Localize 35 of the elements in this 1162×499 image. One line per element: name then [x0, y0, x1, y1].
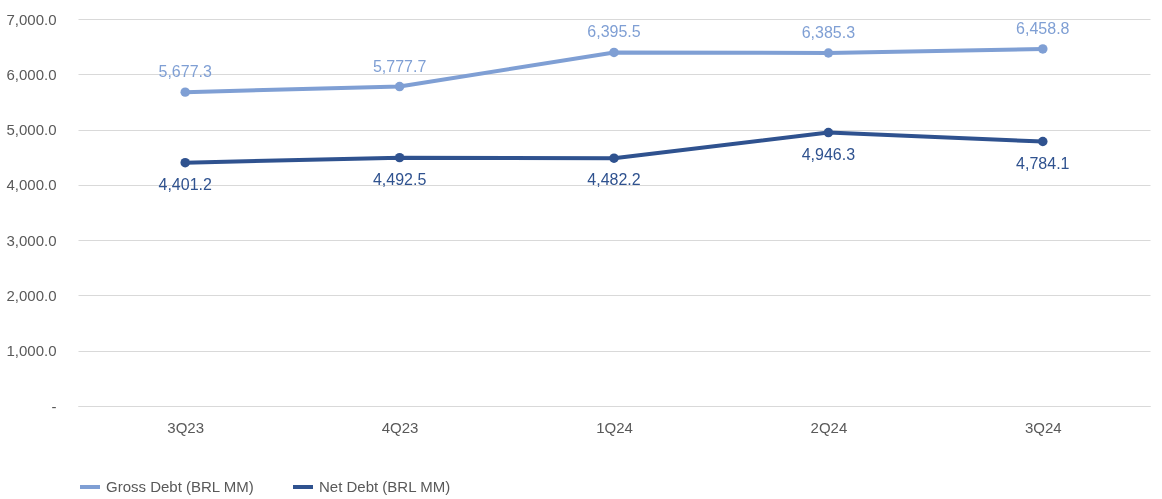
- point: [609, 153, 619, 163]
- point: [180, 87, 190, 97]
- x-tick-label: 2Q24: [810, 418, 848, 436]
- point: [1038, 136, 1048, 147]
- point: [823, 127, 834, 138]
- data-label: 5,777.7: [372, 57, 427, 75]
- point: [394, 81, 405, 92]
- point: [394, 152, 405, 163]
- x-tick-label: 3Q23: [167, 418, 205, 436]
- x-tick-label: 4Q23: [381, 418, 419, 436]
- y-tick-label: -: [51, 397, 57, 415]
- point: [1038, 44, 1048, 54]
- data-label: 4,492.5: [372, 170, 427, 188]
- legend-label: Gross Debt (BRL MM): [106, 478, 254, 495]
- data-label: 5,677.3: [158, 63, 212, 81]
- y-tick-label: 1,000.0: [6, 342, 57, 360]
- data-label: 4,401.2: [158, 175, 212, 193]
- legend-label: Net Debt (BRL MM): [319, 478, 451, 495]
- data-label: 6,458.8: [1016, 19, 1070, 37]
- y-tick-label: 7,000.0: [6, 10, 57, 28]
- data-label: 4,482.2: [587, 171, 641, 189]
- data-label: 6,385.3: [801, 23, 856, 41]
- data-label: 4,784.1: [1016, 154, 1070, 172]
- point: [180, 157, 190, 168]
- y-tick-label: 3,000.0: [6, 231, 57, 249]
- data-label: 6,395.5: [587, 23, 641, 41]
- y-tick-label: 4,000.0: [6, 176, 57, 194]
- y-tick-label: 5,000.0: [6, 121, 57, 139]
- data-label: 4,946.3: [801, 145, 856, 163]
- x-tick-label: 3Q24: [1024, 418, 1062, 436]
- y-tick-label: 2,000.0: [6, 286, 57, 304]
- y-tick-label: 6,000.0: [6, 65, 57, 83]
- point: [823, 48, 834, 58]
- point: [609, 47, 619, 58]
- x-tick-label: 1Q24: [596, 418, 633, 436]
